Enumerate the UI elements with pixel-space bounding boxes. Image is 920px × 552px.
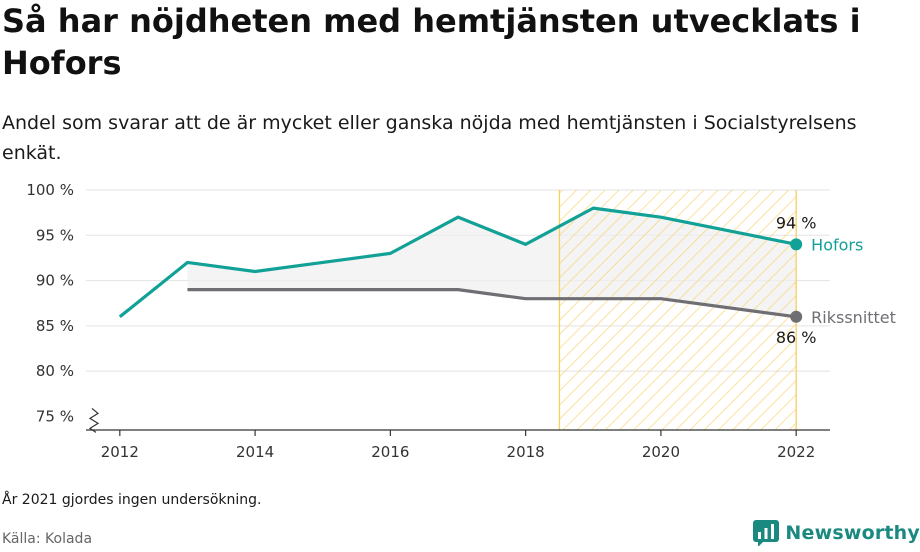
x-tick-label: 2012 xyxy=(101,443,139,461)
series-line-hofors xyxy=(118,206,797,319)
highlight-region xyxy=(559,190,797,430)
footnote: År 2021 gjordes ingen undersökning. xyxy=(2,492,262,508)
data-point-rikssnittet xyxy=(790,310,803,323)
y-tick-label: 95 % xyxy=(36,226,74,244)
end-value-label: 86 % xyxy=(776,328,817,347)
y-tick-label: 80 % xyxy=(36,362,74,380)
x-tick-label: 2020 xyxy=(642,443,680,461)
newsworthy-brand: Newsworthy xyxy=(753,520,920,546)
y-tick-label: 100 % xyxy=(26,181,74,199)
end-value-label: 94 % xyxy=(776,213,817,232)
y-tick-label: 85 % xyxy=(36,317,74,335)
chart-title: Så har nöjdheten med hemtjänsten utveckl… xyxy=(2,2,861,82)
axis-break-icon xyxy=(88,407,100,433)
x-tick-label: 2018 xyxy=(507,443,545,461)
chart-subtitle: Andel som svarar att de är mycket eller … xyxy=(2,112,857,164)
series-label-hofors: Hofors xyxy=(811,235,863,254)
y-tick-label: 90 % xyxy=(36,272,74,290)
x-tick-label: 2022 xyxy=(777,443,815,461)
brand-name: Newsworthy xyxy=(785,522,920,544)
data-point-hofors xyxy=(790,238,803,251)
y-tick-label: 75 % xyxy=(36,407,74,425)
newsworthy-logo-icon xyxy=(753,520,780,546)
x-tick-label: 2016 xyxy=(371,443,409,461)
x-tick-label: 2014 xyxy=(236,443,274,461)
series-label-rikssnittet: Rikssnittet xyxy=(811,308,896,327)
source-text: Källa: Kolada xyxy=(2,531,93,547)
line-chart: 75 % 80 % 85 % 90 % 95 % 100 % 2012 2014 2016 201… xyxy=(26,181,896,461)
